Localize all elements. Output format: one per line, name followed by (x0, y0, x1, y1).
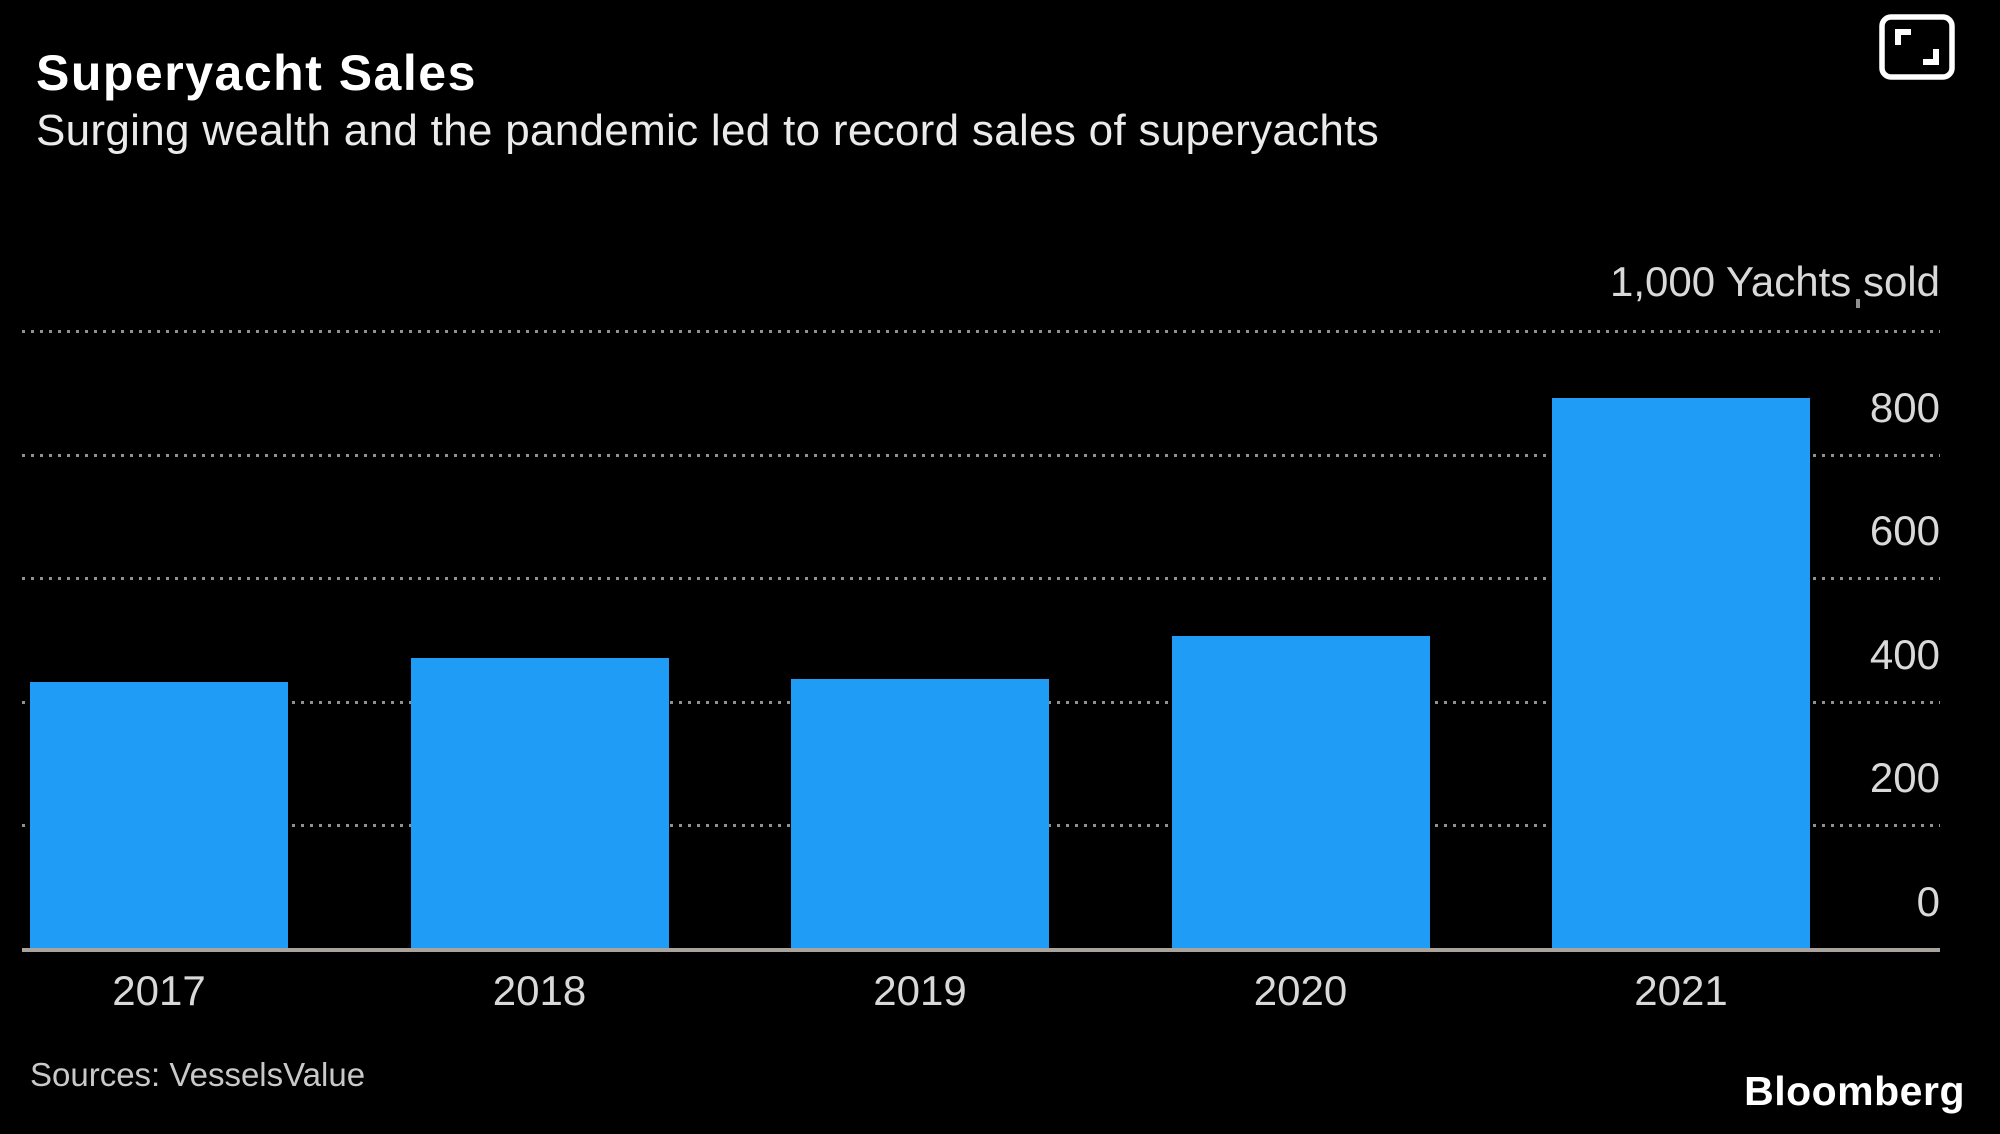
chart-title: Superyacht Sales (36, 45, 477, 101)
gridline-800 (22, 453, 1940, 457)
gridline-1000 (22, 330, 1940, 333)
x-axis-line (22, 948, 1940, 952)
x-tick-label-2020: 2020 (1253, 967, 1348, 1014)
x-tick-label-2019: 2019 (873, 967, 967, 1014)
bar-2020 (1171, 635, 1430, 948)
x-tick-label-2018: 2018 (492, 967, 587, 1014)
y-axis-unit-label: 1,000 Yachts sold (1609, 258, 1940, 305)
expand-icon (1878, 14, 1956, 84)
bar-2021 (1552, 397, 1810, 948)
y-tick-label-600: 600 (1869, 507, 1940, 555)
expand-button[interactable] (1878, 13, 1956, 81)
gridline-600 (22, 577, 1940, 581)
x-tick-label-2021: 2021 (1634, 967, 1728, 1014)
chart-subtitle: Surging wealth and the pandemic led to r… (36, 106, 1380, 155)
bar-2018 (410, 657, 669, 948)
x-tick-label-2017: 2017 (112, 967, 206, 1014)
y-tick-label-800: 800 (1869, 383, 1940, 431)
bar-2019 (791, 679, 1049, 948)
y-tick-label-200: 200 (1869, 754, 1940, 802)
y-tick-label-0: 0 (1916, 878, 1940, 925)
y-axis-tick-mark (1856, 299, 1860, 308)
bloomberg-logo: Bloomberg (1744, 1068, 1965, 1114)
y-tick-label-400: 400 (1869, 630, 1940, 678)
bar-2017 (30, 682, 288, 948)
source-text: Sources: VesselsValue (30, 1056, 366, 1093)
